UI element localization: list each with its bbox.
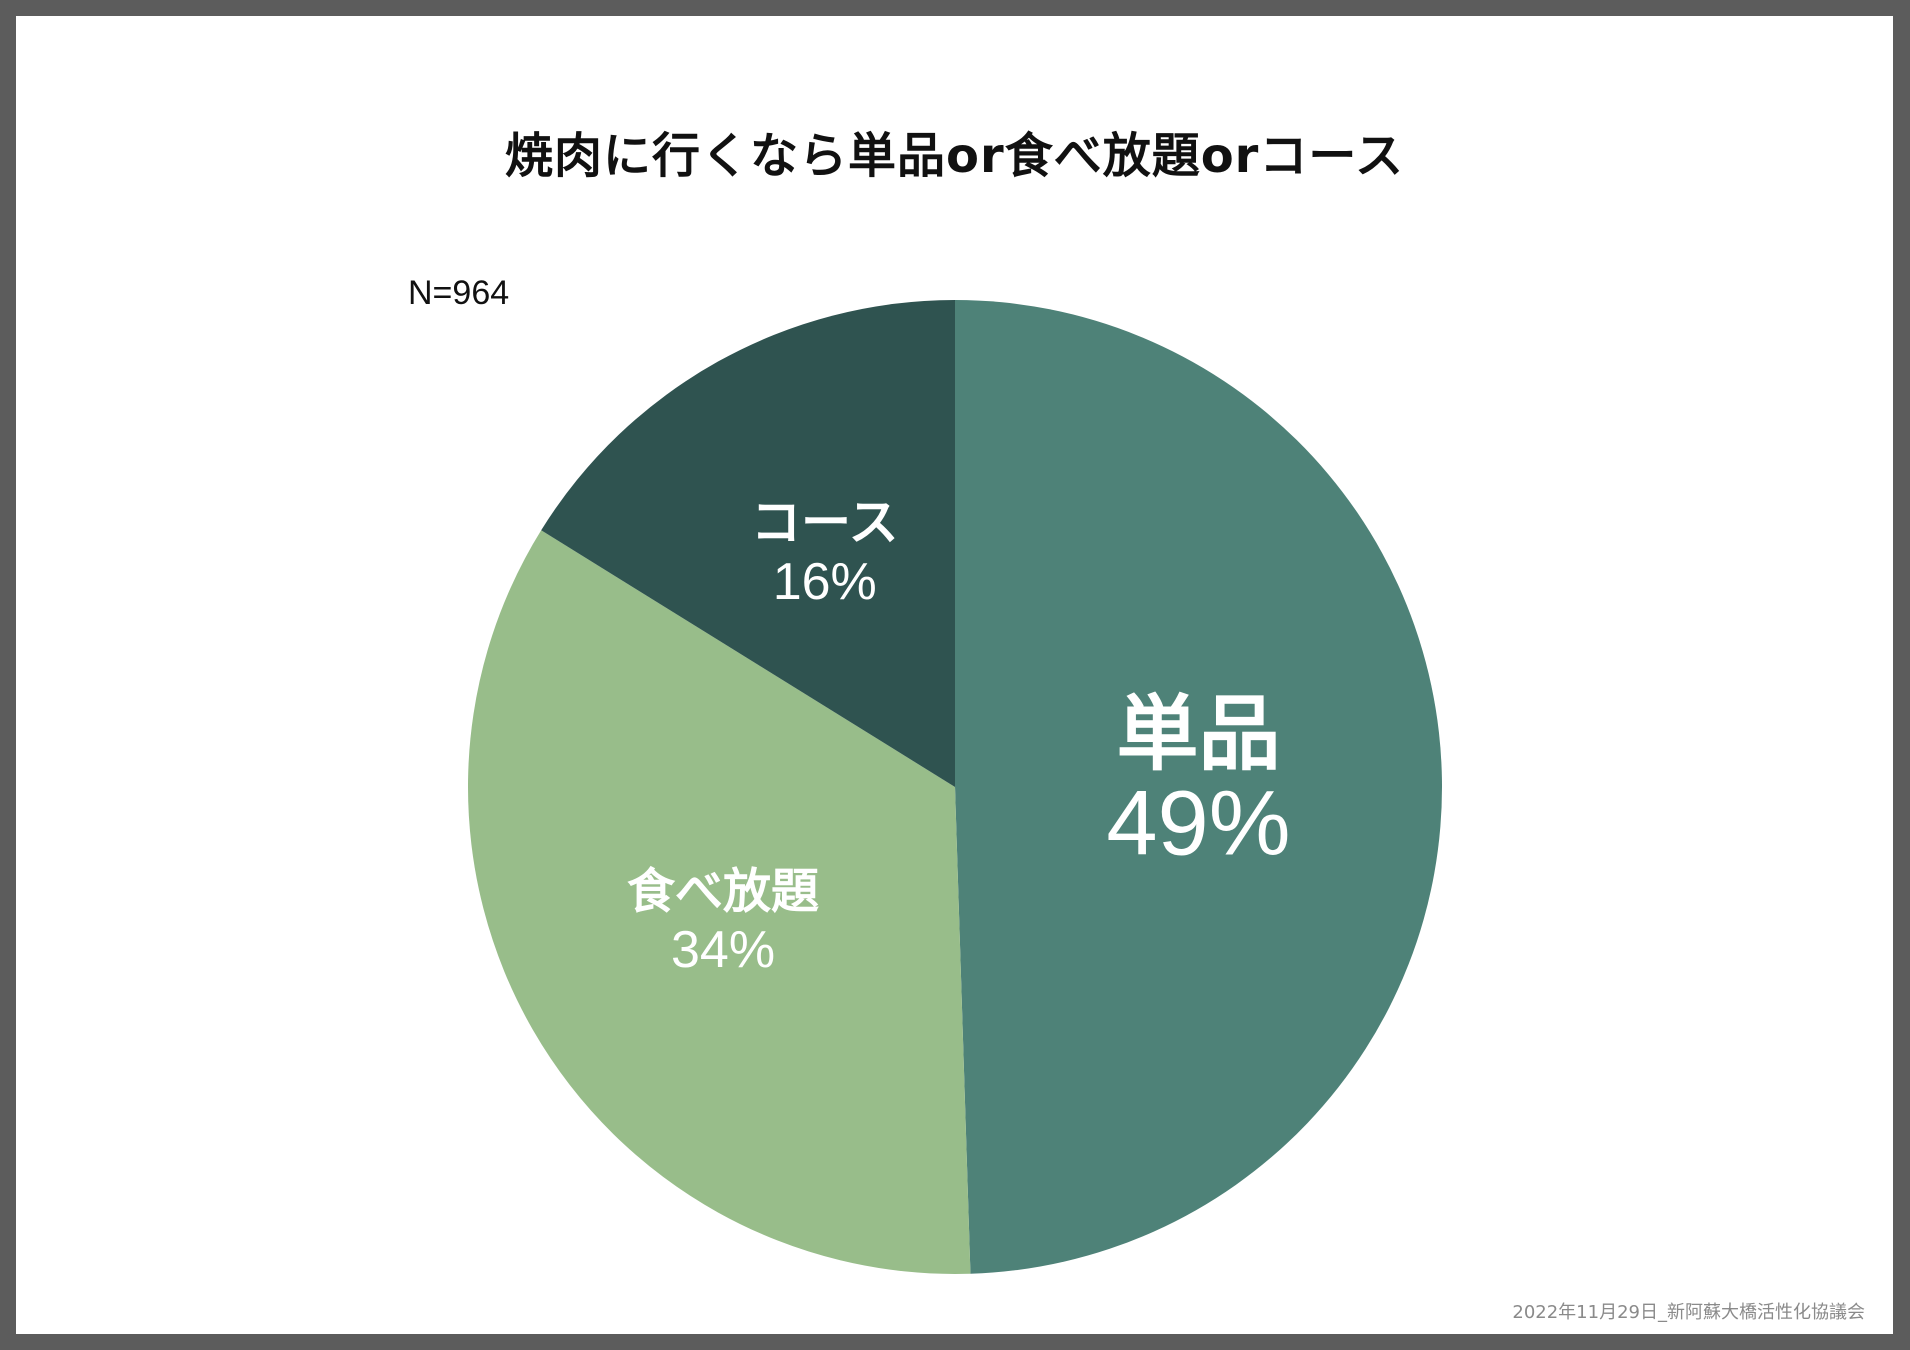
sample-size-label: N=964: [408, 274, 510, 312]
pie-slice-3: [541, 300, 955, 787]
pie-slices: [467, 300, 1442, 1274]
slice-name-label-2: 食べ放題: [627, 863, 819, 919]
chart-canvas: 焼肉に行くなら単品or食べ放題orコース N=964 単品 49% 食べ放題 34% コ…: [16, 16, 1893, 1334]
slice-value-label-1: 49%: [1106, 773, 1290, 875]
chart-title: 焼肉に行くなら単品or食べ放題orコース: [505, 128, 1404, 184]
slice-value-label-3: 16%: [773, 553, 877, 611]
slice-name-label-3: コース: [751, 493, 899, 551]
pie-slice-2: [467, 530, 971, 1274]
slice-value-label-2: 34%: [671, 921, 775, 979]
slice-name-label-1: 単品: [1116, 687, 1280, 782]
footer-credit: 2022年11月29日_新阿蘇大橋活性化協議会: [1512, 1302, 1865, 1323]
pie-slice-1: [955, 300, 1442, 1274]
